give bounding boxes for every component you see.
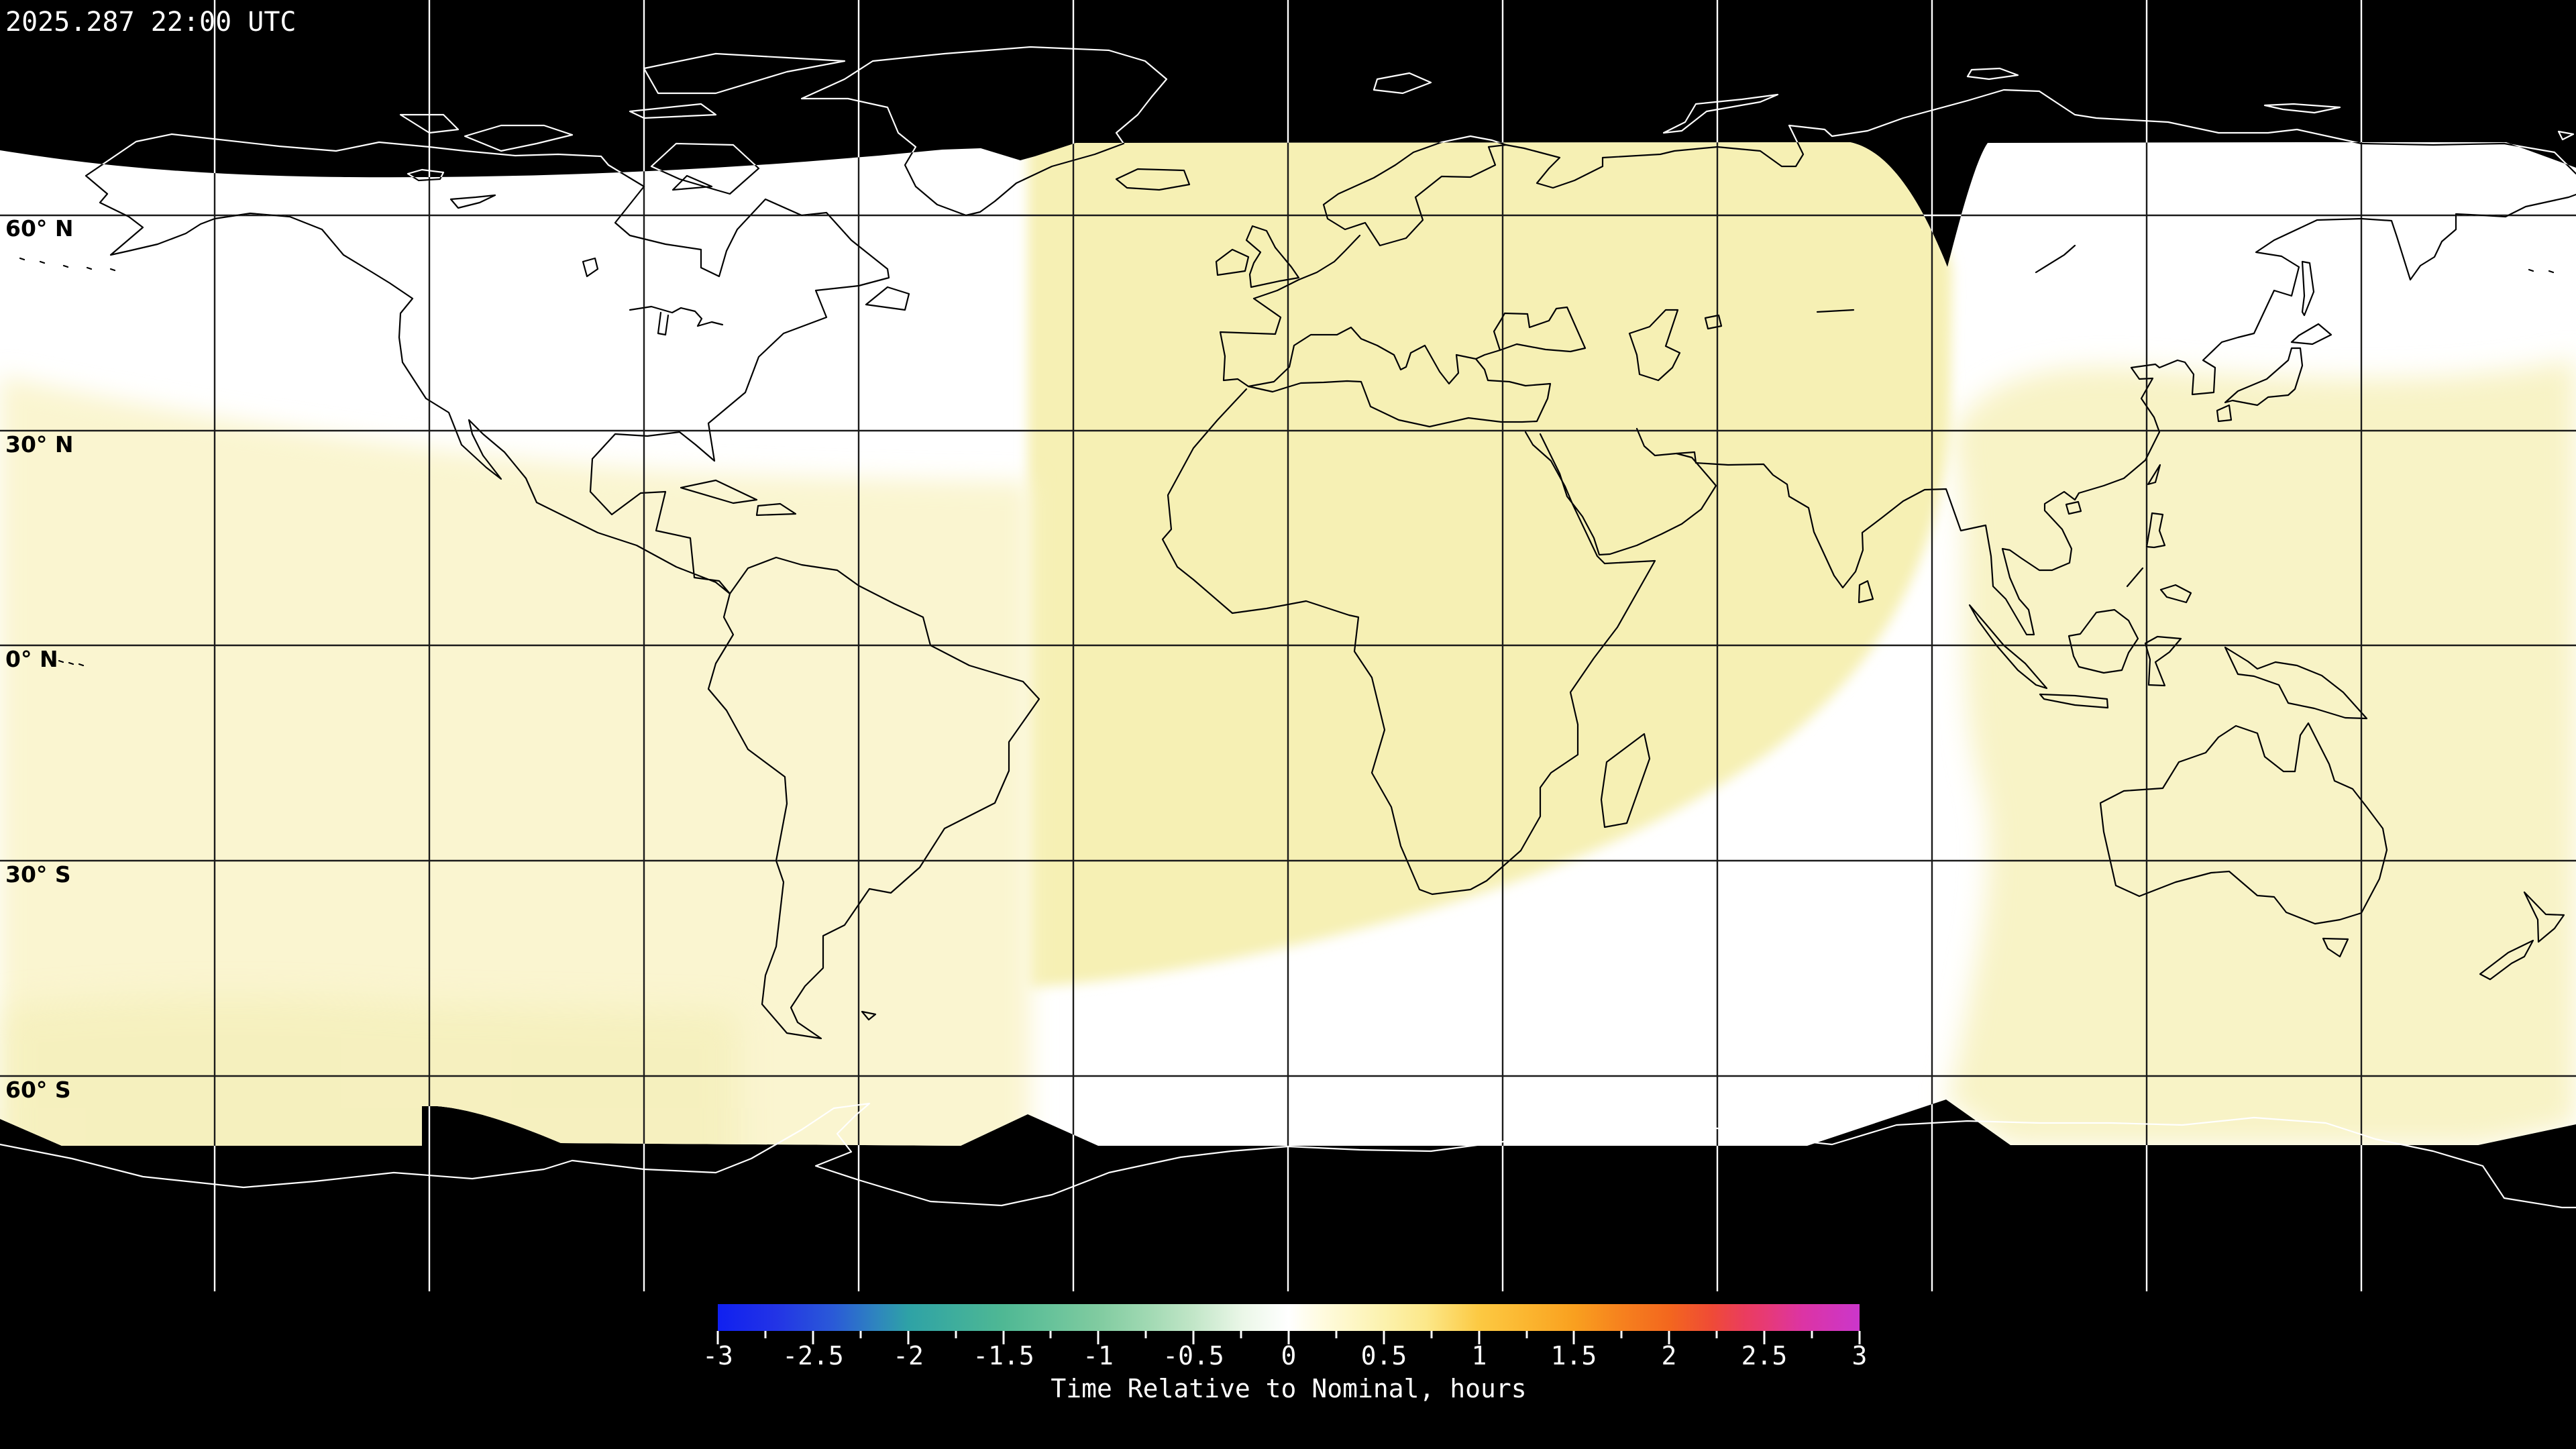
colorbar: -3 -2.5 -2 -1.5 -1 -0.5 0 0.5 1 1.5 2 2.…	[702, 1304, 1867, 1403]
timestamp-label: 2025.287 22:00 UTC	[5, 7, 296, 38]
lat-label-0n: 0° N	[5, 646, 58, 672]
swath-east-asia-australia	[1946, 359, 2576, 1145]
lat-label-30n: 30° N	[5, 431, 74, 458]
colorbar-tick-label: -3	[702, 1341, 733, 1371]
latitude-labels: 60° N 30° N 0° N 30° S 60° S	[5, 215, 74, 1103]
coast-arctic-russia-islands	[1373, 67, 2575, 141]
colorbar-tick-label: 2.5	[1741, 1341, 1788, 1371]
colorbar-tick-label: -2	[893, 1341, 924, 1371]
colorbar-tick-label: -1.5	[973, 1341, 1034, 1371]
colorbar-title: Time Relative to Nominal, hours	[1051, 1374, 1526, 1403]
lat-label-60s: 60° S	[5, 1077, 71, 1103]
coast-arctic-islands	[399, 52, 910, 311]
colorbar-tick-label: 3	[1852, 1341, 1868, 1371]
coast-antarctica	[0, 1102, 2576, 1209]
colorbar-tick-label: 1.5	[1551, 1341, 1597, 1371]
colorbar-tick-label: -1	[1083, 1341, 1114, 1371]
colorbar-tick-label: -0.5	[1163, 1341, 1224, 1371]
colorbar-tick-label: 2	[1662, 1341, 1677, 1371]
colorbar-tick-label: 0	[1281, 1341, 1297, 1371]
lat-label-30s: 30° S	[5, 861, 71, 888]
colorbar-ticks	[716, 1331, 1861, 1344]
swath-west-deep-patch	[0, 996, 738, 1146]
colorbar-tick-label: 1	[1472, 1341, 1487, 1371]
colorbar-tick-label: -2.5	[782, 1341, 844, 1371]
lat-label-60n: 60° N	[5, 215, 74, 241]
colorbar-tick-labels: -3 -2.5 -2 -1.5 -1 -0.5 0 0.5 1 1.5 2 2.…	[702, 1341, 1867, 1371]
coastlines-black-layer	[19, 142, 2576, 1040]
colorbar-gradient-bar	[718, 1304, 1860, 1331]
colorbar-tick-label: 0.5	[1361, 1341, 1407, 1371]
